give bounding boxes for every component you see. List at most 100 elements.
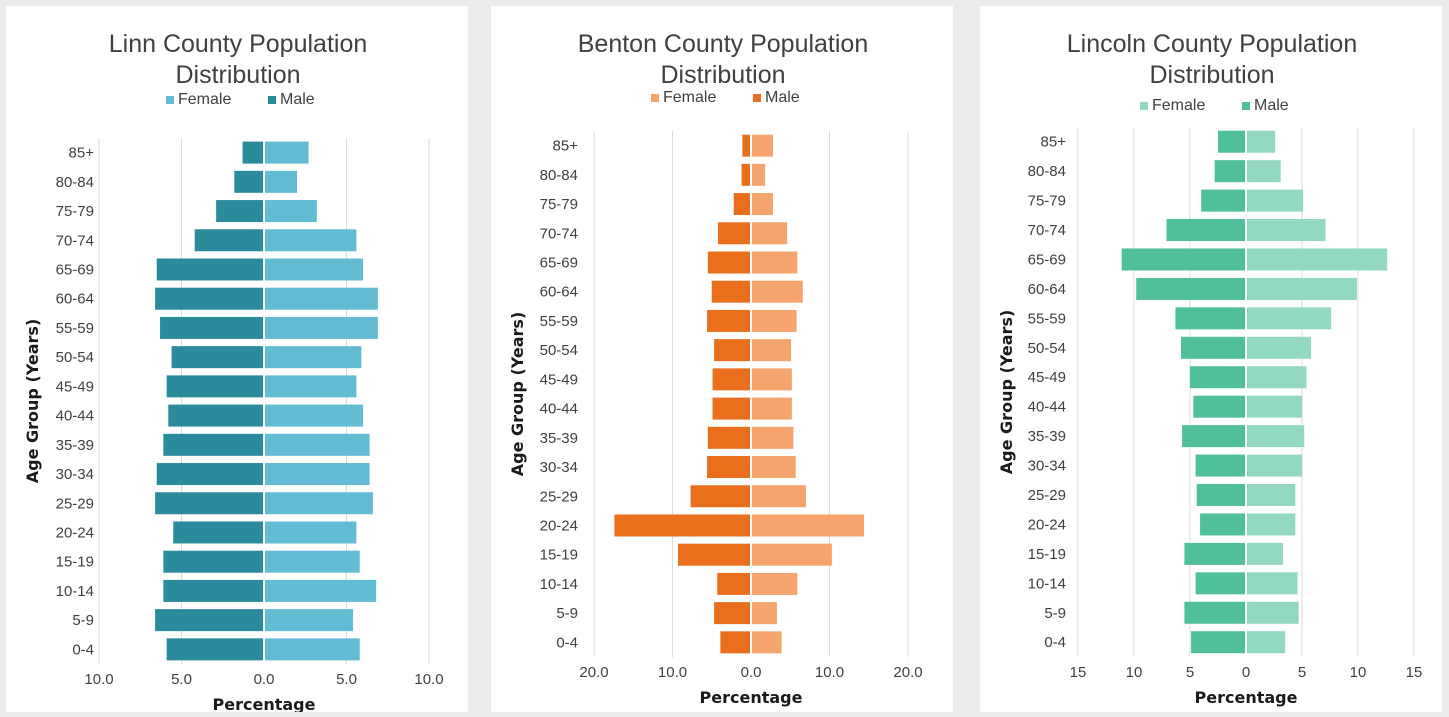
bar-male [1201,189,1246,212]
benton-chart: Benton County Population DistributionFema… [508,30,923,707]
bar-female [751,251,798,274]
x-tick-label: 10.0 [815,664,844,681]
legend-swatch-male [1242,102,1250,110]
y-tick-label: 15-19 [540,547,578,564]
x-tick-label: 10 [1126,664,1143,681]
y-axis-label: Age Group (Years) [997,310,1016,475]
bar-male [720,631,751,654]
y-tick-label: 10-14 [1028,575,1066,592]
x-tick-label: 0 [1242,664,1250,681]
x-tick-label: 15 [1070,664,1087,681]
y-tick-label: 0-4 [1044,634,1066,651]
y-tick-label: 50-54 [56,349,94,366]
legend-label-male: Male [765,89,800,106]
bar-male [1181,336,1246,359]
bar-male [1200,513,1246,536]
y-tick-label: 85+ [69,145,95,162]
y-tick-label: 70-74 [56,232,94,249]
bar-male [1193,395,1246,418]
y-tick-label: 35-39 [540,430,578,447]
bar-male [163,579,264,602]
legend-swatch-female [651,94,659,102]
y-axis-label: Age Group (Years) [508,312,527,477]
legend-swatch-male [753,94,761,102]
bar-male [741,163,751,186]
y-tick-label: 0-4 [72,641,94,658]
bar-male [1166,219,1246,242]
bar-male [677,543,751,566]
bar-female [264,141,309,164]
bar-female [264,550,360,573]
bar-female [751,485,806,508]
bar-male [1190,366,1246,389]
chart-panel-lincoln: Lincoln County Population Distribution Fem… [980,6,1442,712]
bar-female [1246,366,1307,389]
bar-female [264,200,317,223]
y-tick-label: 60-64 [540,284,578,301]
bar-male [714,602,751,625]
y-tick-label: 50-54 [1028,340,1066,357]
bar-male [712,397,751,420]
bar-female [751,163,766,186]
bar-female [1246,601,1299,624]
chart-panel-benton: Benton County Population Distribution Fema… [491,6,953,712]
x-axis-label: Percentage [700,688,803,707]
y-tick-label: 40-44 [540,401,578,418]
bar-male [242,141,264,164]
legend-label-male: Male [280,91,315,108]
bar-female [1246,248,1388,271]
legend-label-male: Male [1254,97,1289,114]
bar-female [1246,160,1281,183]
bar-female [264,638,360,661]
y-tick-label: 20-24 [56,524,94,541]
bar-female [1246,336,1311,359]
bar-female [264,316,378,339]
bar-female [1246,307,1332,330]
bar-male [718,222,751,245]
x-tick-label: 10.0 [414,671,443,688]
y-tick-label: 85+ [1041,134,1067,151]
bar-female [751,543,832,566]
y-tick-label: 30-34 [1028,458,1066,475]
chart-title-line: Benton County Population [578,30,869,58]
bar-male [707,251,751,274]
bar-female [1246,219,1326,242]
bar-female [264,258,363,281]
y-tick-label: 55-59 [1028,310,1066,327]
bar-male [690,485,751,508]
bar-female [751,456,796,479]
legend-label-female: Female [178,91,231,108]
bar-female [264,287,378,310]
y-tick-label: 60-64 [56,291,94,308]
bar-male [156,463,264,486]
y-tick-label: 65-69 [540,254,578,271]
x-tick-label: 5.0 [171,671,192,688]
x-tick-label: 15 [1406,664,1423,681]
legend-swatch-female [1140,102,1148,110]
y-tick-label: 45-49 [56,378,94,395]
bar-female [751,193,773,216]
y-tick-label: 5-9 [1044,605,1066,622]
y-tick-label: 55-59 [540,313,578,330]
bar-male [1175,307,1246,330]
x-tick-label: 0.0 [254,671,275,688]
bar-female [264,492,373,515]
y-tick-label: 25-29 [56,495,94,512]
bar-male [163,433,264,456]
bar-male [1218,130,1246,153]
bar-male [1195,454,1246,477]
y-tick-label: 25-29 [1028,487,1066,504]
y-tick-label: 55-59 [56,320,94,337]
bar-female [1246,484,1296,506]
bar-male [156,258,264,281]
bar-male [1184,601,1246,624]
y-tick-label: 15-19 [56,554,94,571]
bar-female [751,309,797,332]
bar-male [707,309,751,332]
y-tick-label: 15-19 [1028,546,1066,563]
bar-male [712,368,751,391]
bar-female [1246,572,1298,595]
linn-chart: Linn County Population Distribution Female… [23,30,444,712]
legend-label-female: Female [1152,97,1205,114]
chart-title-line: Distribution [660,61,785,89]
